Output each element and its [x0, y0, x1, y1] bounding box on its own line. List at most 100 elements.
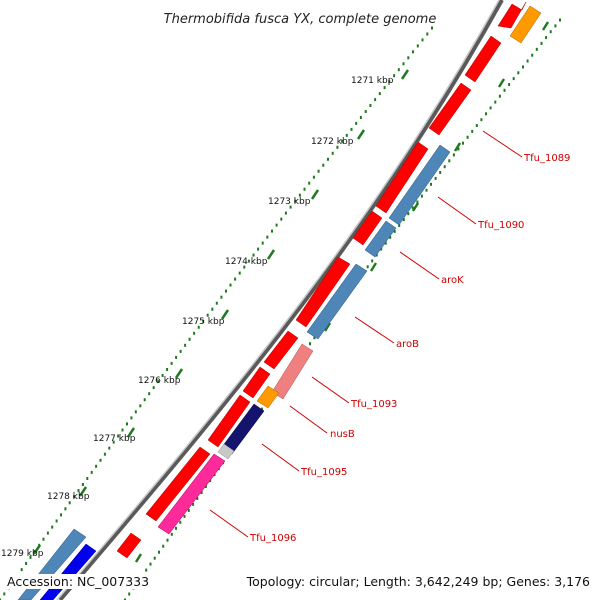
scale-dot: [371, 259, 374, 263]
gene-arrow[interactable]: [428, 82, 472, 136]
gene-label-text[interactable]: Tfu_1096: [249, 533, 296, 544]
kbp-tick-1279: 1279 kbp: [1, 544, 44, 559]
scale-dot: [25, 562, 28, 565]
scale-dot: [350, 127, 353, 131]
scale-dot: [540, 41, 543, 45]
scale-dot: [42, 537, 45, 541]
scale-dot: [170, 361, 173, 365]
gene-arrow[interactable]: [497, 1, 527, 29]
gene-arrow[interactable]: [256, 385, 280, 409]
kbp-label-1272: 1272 kbp: [311, 137, 354, 147]
scale-dot: [188, 337, 191, 341]
scale-dot: [252, 253, 255, 257]
scale-dot: [108, 446, 111, 450]
gene-arrow[interactable]: [157, 453, 226, 535]
scale-dot: [55, 519, 58, 523]
scale-dot: [128, 592, 131, 596]
kbp-label-1277: 1277 kbp: [93, 434, 136, 444]
scale-dot: [489, 106, 492, 110]
gene-arrow[interactable]: [388, 144, 451, 226]
gene-arrow[interactable]: [352, 210, 383, 246]
gene-label-arob: aroB: [354, 316, 419, 350]
gene-label-text[interactable]: aroK: [441, 275, 464, 286]
scale-dot: [526, 59, 529, 63]
scale-dot: [148, 392, 151, 396]
scale-dot: [494, 100, 497, 104]
scale-dot: [175, 526, 177, 530]
kbp-tick-1278: 1278 kbp: [47, 486, 90, 502]
scale-dot: [407, 56, 410, 60]
scale-dot: [284, 211, 287, 215]
scale-dot: [257, 247, 260, 251]
scale-dot: [503, 88, 506, 92]
scale-dot: [462, 141, 464, 145]
scale-dot: [95, 464, 98, 468]
gene-label-text[interactable]: Tfu_1095: [300, 467, 347, 478]
kbp-label-1276: 1276 kbp: [138, 376, 181, 386]
scale-dot: [313, 336, 316, 340]
kbp-label-1279: 1279 kbp: [1, 549, 44, 559]
scale-dot: [331, 151, 334, 155]
scale-dot: [68, 501, 71, 505]
scale-dot: [139, 404, 142, 408]
scale-dot: [393, 229, 396, 233]
scale-dot: [416, 200, 419, 204]
scale-dot: [143, 398, 146, 402]
scale-dot: [398, 224, 401, 227]
gene-arrow[interactable]: [145, 446, 211, 522]
gene-arrow[interactable]: [509, 5, 542, 44]
scale-dot: [498, 94, 501, 98]
scale-dot: [206, 313, 209, 317]
gene-arrow[interactable]: [207, 394, 251, 448]
scale-dot: [145, 568, 148, 572]
scale-dot: [247, 259, 250, 263]
scale-dot: [20, 568, 23, 572]
gene-arrow[interactable]: [242, 366, 271, 399]
scale-dot: [466, 135, 469, 139]
gene-label-text[interactable]: Tfu_1089: [523, 153, 570, 164]
scale-dot: [220, 295, 223, 299]
scale-dot: [364, 110, 367, 113]
genome-backbone: [58, 0, 504, 600]
scale-dot: [430, 182, 432, 186]
gene-arrow[interactable]: [217, 443, 235, 460]
scale-dot: [416, 44, 419, 48]
gene-label-text[interactable]: aroB: [396, 339, 419, 350]
scale-dot: [512, 77, 515, 81]
scale-dot: [383, 86, 386, 90]
scale-dot: [303, 187, 306, 191]
gene-arrow[interactable]: [464, 35, 502, 83]
scale-dot: [369, 104, 372, 107]
genome-backbone-highlight: [56, 0, 500, 600]
gene-label-text[interactable]: nusB: [330, 429, 355, 440]
gene-label-text[interactable]: Tfu_1093: [350, 399, 397, 410]
gene-arrow[interactable]: [263, 330, 299, 370]
scale-dot: [86, 477, 89, 480]
kbp-tick-1271: 1271 kbp: [351, 69, 410, 86]
scale-dot: [554, 24, 557, 28]
scale-dot: [162, 544, 165, 548]
gene-arrow[interactable]: [375, 141, 429, 214]
scale-dot: [90, 470, 93, 474]
gene-arrow[interactable]: [116, 532, 142, 559]
gene-label-text[interactable]: Tfu_1090: [477, 220, 524, 231]
scale-dot: [175, 355, 178, 359]
kbp-tick-1274: 1274 kbp: [225, 249, 276, 267]
gene-arrow[interactable]: [364, 220, 397, 258]
gene-arrow[interactable]: [271, 343, 314, 400]
scale-dot: [266, 235, 269, 239]
scale-dot: [166, 538, 169, 542]
scale-dot: [294, 199, 297, 203]
scale-dot: [457, 147, 460, 151]
gene-arrow[interactable]: [295, 256, 351, 328]
gene-label-arok: aroK: [399, 251, 464, 286]
scale-dot: [243, 265, 246, 269]
scale-dot: [475, 124, 478, 127]
gene-label-tfu-1095: Tfu_1095: [261, 443, 347, 478]
scale-dot: [402, 218, 405, 222]
scale-dot: [29, 555, 32, 559]
gene-arrow[interactable]: [306, 263, 368, 340]
scale-dot: [170, 532, 173, 536]
scale-dot: [197, 325, 200, 329]
